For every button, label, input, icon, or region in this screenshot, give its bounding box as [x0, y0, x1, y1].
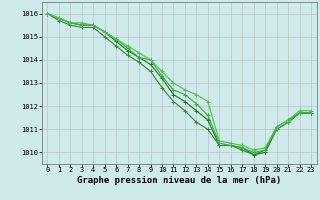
X-axis label: Graphe pression niveau de la mer (hPa): Graphe pression niveau de la mer (hPa) — [77, 176, 281, 185]
